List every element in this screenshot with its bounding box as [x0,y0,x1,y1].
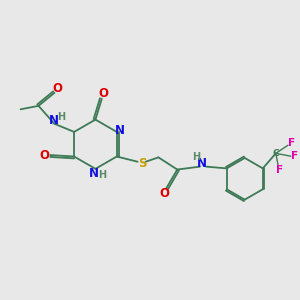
Text: F: F [288,139,295,148]
Text: H: H [99,170,107,180]
Text: O: O [160,187,170,200]
Text: O: O [52,82,62,95]
Text: F: F [276,165,283,175]
Text: O: O [98,87,108,100]
Text: H: H [57,112,65,122]
Text: F: F [291,151,298,161]
Text: N: N [49,114,59,128]
Text: C: C [272,149,279,158]
Text: H: H [192,152,200,162]
Text: N: N [196,157,207,170]
Text: O: O [40,148,50,162]
Text: N: N [115,124,125,137]
Text: S: S [139,157,147,170]
Text: N: N [89,167,99,180]
